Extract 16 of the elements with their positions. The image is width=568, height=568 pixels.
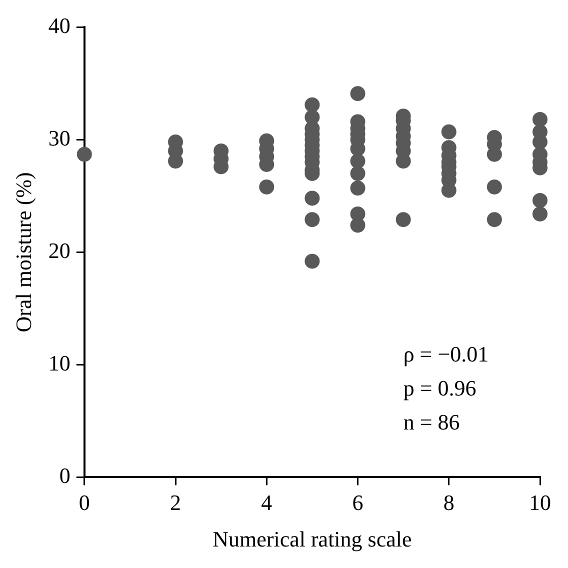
annotation: p = 0.96 — [403, 375, 476, 400]
y-tick-label: 40 — [48, 12, 70, 38]
x-tick-label: 6 — [352, 490, 364, 516]
x-tick-label: 2 — [170, 490, 182, 516]
annotation: ρ = −0.01 — [403, 341, 489, 366]
y-tick-label: 20 — [48, 238, 70, 263]
x-tick-label: 8 — [443, 490, 454, 516]
annotation: n = 86 — [403, 409, 460, 434]
x-axis-title: Numerical rating scale — [212, 526, 412, 552]
x-tick-label: 10 — [529, 490, 551, 516]
y-tick-label: 10 — [48, 350, 70, 376]
y-tick-label: 0 — [59, 462, 70, 488]
x-tick-label: 0 — [78, 490, 90, 516]
x-tick-label: 4 — [261, 490, 272, 516]
y-axis-title: Oral moisture (%) — [10, 172, 36, 332]
y-tick-label: 30 — [48, 125, 70, 150]
